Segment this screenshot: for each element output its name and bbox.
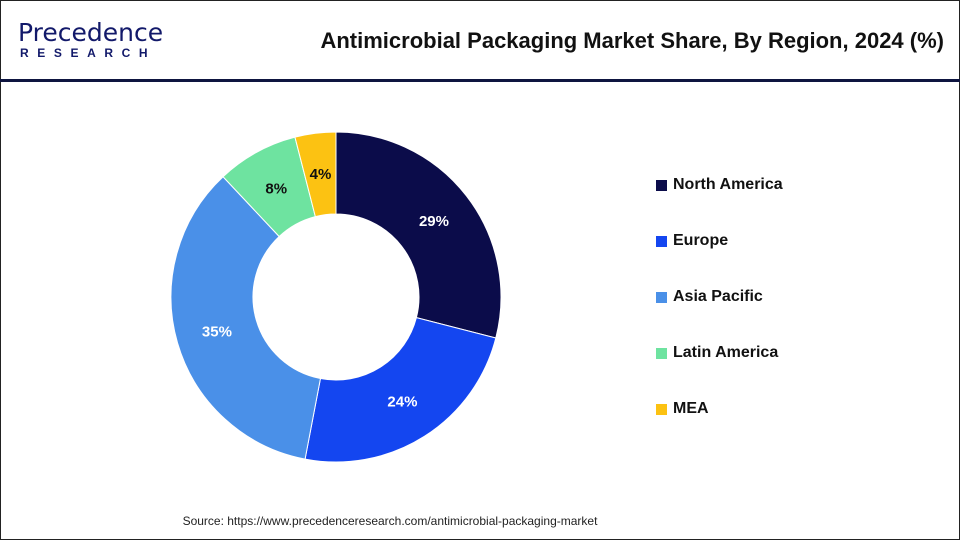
precedence-research-logo: Precedence RESEARCH bbox=[18, 18, 164, 62]
data-label-north-america: 29% bbox=[419, 213, 449, 230]
logo-subtitle: RESEARCH bbox=[20, 46, 157, 60]
data-label-europe: 24% bbox=[387, 394, 417, 411]
legend-swatch bbox=[656, 235, 667, 247]
legend-label: Asia Pacific bbox=[673, 288, 763, 305]
data-label-latin-america: 8% bbox=[265, 180, 287, 197]
slice-mea bbox=[294, 131, 337, 218]
data-label-mea: 4% bbox=[310, 166, 332, 183]
legend-item-latin-america: Latin America bbox=[656, 343, 783, 363]
legend-label: Latin America bbox=[673, 344, 779, 361]
legend-item-europe: Europe bbox=[656, 231, 783, 251]
legend-item-asia-pacific: Asia Pacific bbox=[656, 287, 783, 307]
chart-title: Antimicrobial Packaging Market Share, By… bbox=[320, 28, 944, 53]
slice-north-america bbox=[335, 131, 502, 339]
logo-wordmark: Precedence bbox=[18, 18, 164, 47]
legend-label: North America bbox=[673, 176, 783, 193]
slice-europe bbox=[304, 317, 497, 463]
legend-item-north-america: North America bbox=[656, 175, 783, 195]
legend: North America Europe Asia Pacific Latin Ame… bbox=[656, 175, 783, 455]
data-label-asia-pacific: 35% bbox=[202, 324, 232, 341]
slice-asia-pacific bbox=[170, 176, 322, 460]
legend-swatch bbox=[656, 179, 667, 191]
legend-swatch bbox=[656, 291, 667, 303]
header-divider bbox=[0, 79, 960, 82]
legend-label: Europe bbox=[673, 232, 729, 249]
legend-swatch bbox=[656, 347, 667, 359]
legend-swatch bbox=[656, 403, 667, 415]
source-note: Source: https://www.precedenceresearch.c… bbox=[182, 514, 598, 528]
legend-label: MEA bbox=[673, 400, 709, 417]
legend-item-mea: MEA bbox=[656, 399, 783, 419]
